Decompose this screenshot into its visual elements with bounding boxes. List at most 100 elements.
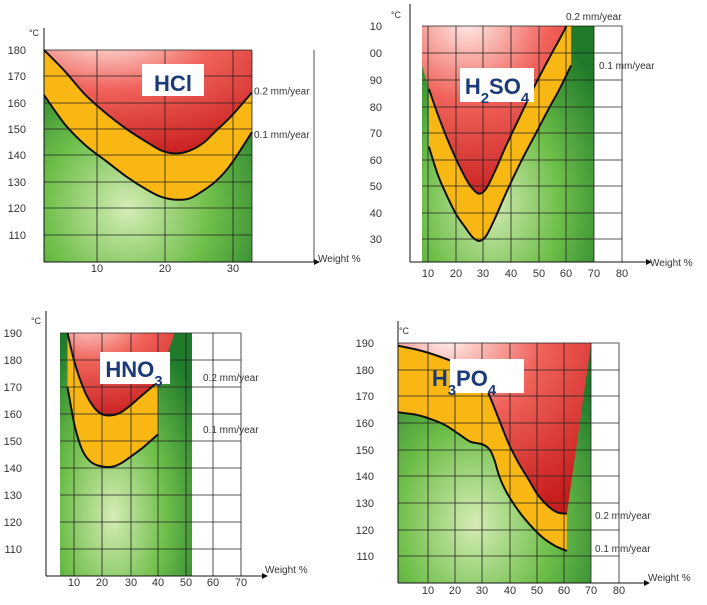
x-tick-label: 20 xyxy=(449,585,461,597)
y-tick-label: 150 xyxy=(8,124,26,136)
x-axis-arrow xyxy=(646,259,652,265)
curve-0-2-mm-year xyxy=(427,25,568,195)
x-tick-label: 70 xyxy=(585,585,597,597)
y-tick-label: 90 xyxy=(370,75,382,87)
x-axis-label: Weight % xyxy=(648,573,691,584)
x-tick-label: 30 xyxy=(476,585,488,597)
y-tick-label: 180 xyxy=(4,355,22,367)
x-axis-label: Weight % xyxy=(318,254,361,265)
title-box xyxy=(460,68,534,102)
y-tick-label: 150 xyxy=(356,445,374,457)
y-axis-label: °C xyxy=(399,326,410,336)
series-label: 0.1 mm/year xyxy=(254,130,310,141)
y-tick-label: 80 xyxy=(370,102,382,114)
y-tick-label: 120 xyxy=(8,203,26,215)
title-box xyxy=(142,64,204,96)
y-axis-label: °C xyxy=(29,28,40,38)
title-box xyxy=(100,352,170,384)
y-tick-label: 160 xyxy=(4,409,22,421)
x-axis-label: Weight % xyxy=(265,565,308,576)
x-tick-label: 60 xyxy=(207,577,219,589)
title-box xyxy=(450,359,524,393)
x-tick-label: 70 xyxy=(588,268,600,280)
x-tick-label: 80 xyxy=(616,268,628,280)
series-label: 0.2 mm/year xyxy=(203,373,259,384)
x-axis-arrow xyxy=(262,573,268,579)
x-tick-label: 40 xyxy=(152,577,164,589)
y-tick-label: 00 xyxy=(370,48,382,60)
chart-3: 110 120 130 140 150 160 170 180 190 10 20 30 40 50 60 7… xyxy=(4,311,308,589)
curve-0-1-mm-year xyxy=(427,64,573,243)
series-label: 0.1 mm/year xyxy=(595,544,651,555)
series-label: 0.1 mm/year xyxy=(599,61,655,72)
y-tick-label: 70 xyxy=(370,128,382,140)
y-tick-label: 130 xyxy=(8,177,26,189)
y-axis-label: °C xyxy=(31,316,42,326)
x-tick-label: 10 xyxy=(422,585,434,597)
x-tick-label: 10 xyxy=(68,577,80,589)
series-label: 0.2 mm/year xyxy=(595,511,651,522)
x-tick-label: 50 xyxy=(180,577,192,589)
y-tick-label: 190 xyxy=(356,338,374,350)
y-tick-label: 50 xyxy=(370,181,382,193)
x-tick-label: 50 xyxy=(531,585,543,597)
y-tick-label: 150 xyxy=(4,436,22,448)
y-tick-label: 140 xyxy=(356,471,374,483)
corrosion-zone xyxy=(398,343,591,514)
y-tick-label: 120 xyxy=(4,517,22,529)
x-axis-arrow xyxy=(314,259,320,265)
series-label: 0.2 mm/year xyxy=(566,12,622,23)
y-tick-label: 170 xyxy=(8,71,26,83)
chart-4: 110 120 130 140 150 160 170 180 190 10 20 30 40 50 60 7… xyxy=(356,321,691,597)
x-tick-label: 60 xyxy=(560,268,572,280)
x-tick-label: 20 xyxy=(450,268,462,280)
y-tick-label: 30 xyxy=(370,234,382,246)
series-label: 0.2 mm/year xyxy=(254,86,310,97)
x-axis-label: Weight % xyxy=(650,258,693,269)
curve-0-2-mm-year xyxy=(66,332,159,417)
x-tick-label: 80 xyxy=(613,585,625,597)
x-tick-label: 40 xyxy=(504,585,516,597)
x-tick-label: 40 xyxy=(505,268,517,280)
y-tick-label: 140 xyxy=(8,150,26,162)
y-axis-label: °C xyxy=(391,10,402,20)
y-tick-label: 110 xyxy=(356,551,374,563)
chart-title: HCl xyxy=(154,71,192,96)
y-tick-label: 160 xyxy=(8,98,26,110)
y-tick-label: 10 xyxy=(370,21,382,33)
x-tick-label: 30 xyxy=(125,577,137,589)
y-tick-label: 170 xyxy=(4,382,22,394)
x-tick-label: 50 xyxy=(533,268,545,280)
y-tick-label: 190 xyxy=(4,328,22,340)
y-tick-label: 120 xyxy=(356,525,374,537)
series-label: 0.1 mm/year xyxy=(203,425,259,436)
chart-2-fill xyxy=(422,26,594,262)
curve-0-1-mm-year xyxy=(66,386,159,469)
chart-1-grid xyxy=(44,49,315,262)
curve-0-2-mm-year xyxy=(43,49,253,155)
x-tick-label: 30 xyxy=(477,268,489,280)
x-axis-arrow xyxy=(644,580,650,586)
y-tick-label: 60 xyxy=(370,155,382,167)
chart-1: 110 120 130 140 150 160 170 180 10 20 30 °C Weight %… xyxy=(8,28,361,275)
y-tick-label: 170 xyxy=(356,391,374,403)
y-tick-label: 140 xyxy=(4,463,22,475)
x-tick-label: 30 xyxy=(227,263,239,275)
x-tick-label: 20 xyxy=(96,577,108,589)
chart-3-grid xyxy=(60,332,242,576)
x-tick-label: 60 xyxy=(558,585,570,597)
chart-2: 30 40 50 60 70 80 90 00 10 10 20 30 40 50 60 70 80 °C Weig… xyxy=(370,4,693,280)
x-tick-label: 70 xyxy=(235,577,247,589)
curve-0-1-mm-year xyxy=(397,411,568,552)
corrosion-zone xyxy=(422,26,567,194)
chart-3-fill xyxy=(60,333,192,576)
y-tick-label: 130 xyxy=(356,498,374,510)
chart-1-fill xyxy=(44,50,252,262)
chart-4-fill xyxy=(398,343,591,583)
curve-0-1-mm-year xyxy=(43,94,253,201)
y-tick-label: 160 xyxy=(356,418,374,430)
y-tick-label: 180 xyxy=(8,45,26,57)
chart-title: H2SO4 xyxy=(465,74,530,107)
chart-title: HNO3 xyxy=(105,357,162,390)
